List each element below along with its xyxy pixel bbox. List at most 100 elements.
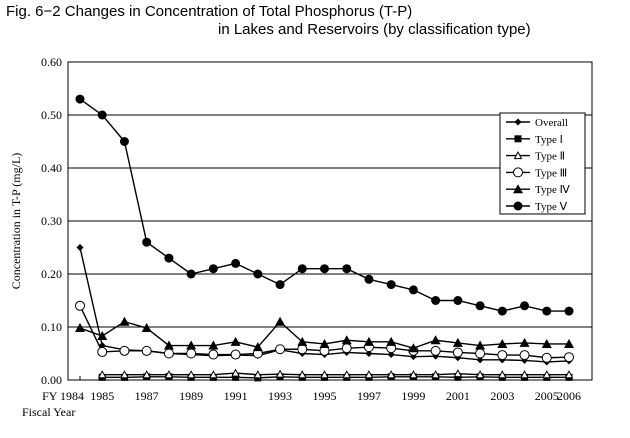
legend-marker (514, 118, 522, 126)
x-tick-label: 1985 (90, 389, 114, 403)
data-point (275, 280, 285, 290)
data-point (232, 373, 240, 381)
data-point (431, 370, 440, 379)
data-point (142, 237, 152, 247)
data-point (230, 336, 241, 346)
data-point (164, 253, 174, 263)
x-axis-label: Fiscal Year (22, 405, 75, 419)
x-tick-label: FY 1984 (42, 389, 84, 403)
legend-marker (513, 151, 523, 160)
data-point (341, 335, 352, 345)
x-tick-label: 2001 (446, 389, 470, 403)
data-point (97, 110, 107, 120)
data-point (564, 338, 574, 348)
data-point (408, 343, 419, 353)
data-point (520, 370, 529, 379)
data-point (342, 370, 352, 379)
data-point (275, 344, 286, 355)
data-point (297, 344, 308, 355)
legend-label: Type Ⅳ (535, 184, 571, 196)
data-point (408, 285, 418, 295)
x-tick-label: 2006 (557, 389, 581, 403)
data-point (430, 345, 441, 356)
data-point (564, 306, 574, 316)
data-point (119, 316, 130, 326)
data-point (497, 338, 508, 348)
y-tick-label: 0.30 (41, 214, 62, 228)
legend-label: Overall (535, 117, 568, 129)
data-point (275, 316, 286, 326)
chart-title: Fig. 6−2 Changes in Concentration of Tot… (6, 3, 413, 20)
data-point (319, 338, 330, 348)
x-tick-label: 2003 (490, 389, 514, 403)
y-tick-label: 0.20 (41, 267, 62, 281)
legend-marker (514, 135, 522, 143)
data-point (75, 300, 85, 311)
data-point (186, 269, 196, 279)
data-point (76, 244, 84, 251)
data-point (364, 370, 374, 379)
data-point (231, 368, 240, 377)
y-tick-label: 0.50 (41, 108, 62, 122)
data-point (452, 347, 463, 358)
data-point (475, 348, 486, 359)
data-point (475, 370, 485, 379)
data-point (209, 370, 218, 379)
data-point (453, 369, 463, 378)
data-point (253, 269, 263, 279)
data-point (497, 350, 508, 361)
data-point (186, 370, 196, 379)
data-point (253, 370, 263, 379)
data-point (386, 370, 396, 379)
data-point (208, 340, 219, 350)
data-point (497, 306, 507, 316)
data-point (519, 350, 530, 361)
x-tick-label: 1999 (401, 389, 425, 403)
data-point (454, 373, 462, 381)
data-point (297, 264, 307, 274)
legend-label: Type Ⅲ (535, 167, 567, 179)
x-tick-label: 1991 (224, 389, 248, 403)
y-tick-label: 0.10 (41, 320, 62, 334)
data-point (542, 370, 552, 379)
series-line (79, 98, 569, 312)
data-point (320, 370, 329, 379)
data-point (208, 349, 219, 360)
data-point (163, 340, 174, 350)
y-tick-label: 0.40 (41, 161, 62, 175)
data-point (119, 345, 130, 356)
data-point (453, 296, 463, 305)
data-point (452, 337, 463, 347)
data-point (230, 349, 241, 360)
legend-marker (513, 201, 523, 211)
data-point (341, 343, 352, 354)
chart-subtitle: in Lakes and Reservoirs (by classificati… (218, 21, 531, 38)
legend-marker (513, 167, 523, 178)
x-tick-label: 1987 (135, 389, 159, 403)
data-point (97, 346, 108, 357)
data-point (519, 337, 530, 347)
legend-label: Type Ⅱ (535, 151, 565, 163)
x-tick-label: 2005 (535, 389, 559, 403)
data-point (75, 323, 85, 333)
data-point (297, 370, 307, 379)
data-point (497, 370, 507, 379)
data-point (231, 258, 241, 268)
data-point (386, 336, 397, 346)
series-line (102, 376, 569, 379)
data-point (97, 331, 108, 341)
data-point (386, 280, 396, 290)
data-point (541, 338, 552, 348)
y-axis-label: Concentration in T-P (mg/L) (9, 153, 23, 290)
x-tick-label: 1989 (179, 389, 203, 403)
data-point (475, 340, 486, 350)
data-point (431, 296, 441, 305)
data-point (564, 352, 574, 363)
data-point (186, 348, 197, 359)
data-point (97, 370, 107, 379)
data-point (75, 94, 85, 104)
data-point (363, 336, 374, 346)
data-point (542, 306, 552, 316)
data-point (320, 264, 329, 274)
